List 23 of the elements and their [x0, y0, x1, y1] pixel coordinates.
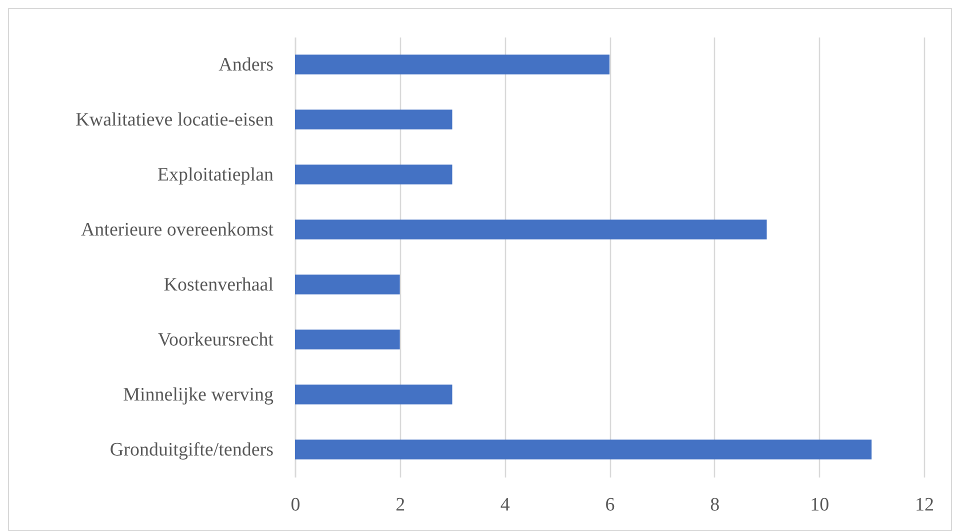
- y-tick-label: Anterieure overeenkomst: [80, 220, 274, 240]
- bar: [295, 164, 452, 184]
- x-tick-label: 12: [915, 494, 934, 516]
- bar: [295, 440, 872, 460]
- y-tick-label: Gronduitgifte/tenders: [110, 440, 274, 460]
- x-tick-label: 0: [290, 494, 300, 516]
- x-tick-label: 6: [605, 494, 615, 516]
- x-tick-label: 2: [396, 494, 406, 516]
- x-tick-label: 10: [810, 494, 830, 516]
- bar: [295, 110, 452, 130]
- bar: [295, 274, 400, 294]
- y-tick-label: Kwalitatieve locatie-eisen: [76, 110, 274, 130]
- bar: [295, 330, 400, 350]
- x-tick-label: 8: [710, 494, 720, 516]
- y-tick-label: Voorkeursrecht: [158, 330, 274, 350]
- x-tick-label: 4: [500, 494, 510, 516]
- y-tick-label: Minnelijke werving: [123, 384, 274, 406]
- bar: [295, 220, 767, 240]
- bar: [295, 384, 452, 404]
- bar: [295, 54, 610, 74]
- y-tick-label: Kostenverhaal: [164, 274, 274, 296]
- y-tick-label: Exploitatieplan: [157, 164, 274, 186]
- y-tick-label: Anders: [218, 54, 274, 76]
